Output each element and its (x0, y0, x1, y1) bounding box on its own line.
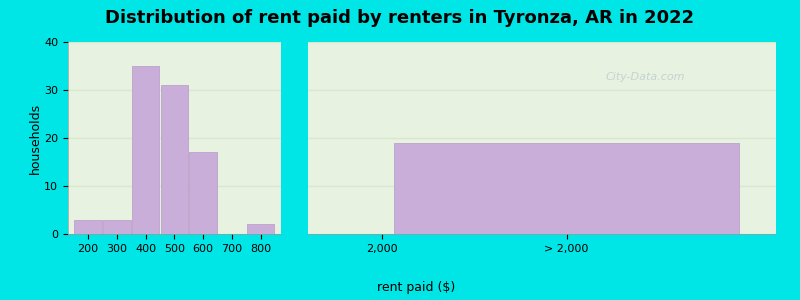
Text: rent paid ($): rent paid ($) (377, 281, 455, 295)
Text: City-Data.com: City-Data.com (606, 72, 685, 82)
Bar (103, 220, 130, 234)
Bar (161, 85, 188, 234)
Bar (394, 143, 739, 234)
Bar (74, 220, 102, 234)
Bar (247, 224, 274, 234)
Bar (132, 66, 159, 234)
Y-axis label: households: households (28, 102, 42, 174)
Text: Distribution of rent paid by renters in Tyronza, AR in 2022: Distribution of rent paid by renters in … (106, 9, 694, 27)
Bar (190, 152, 217, 234)
